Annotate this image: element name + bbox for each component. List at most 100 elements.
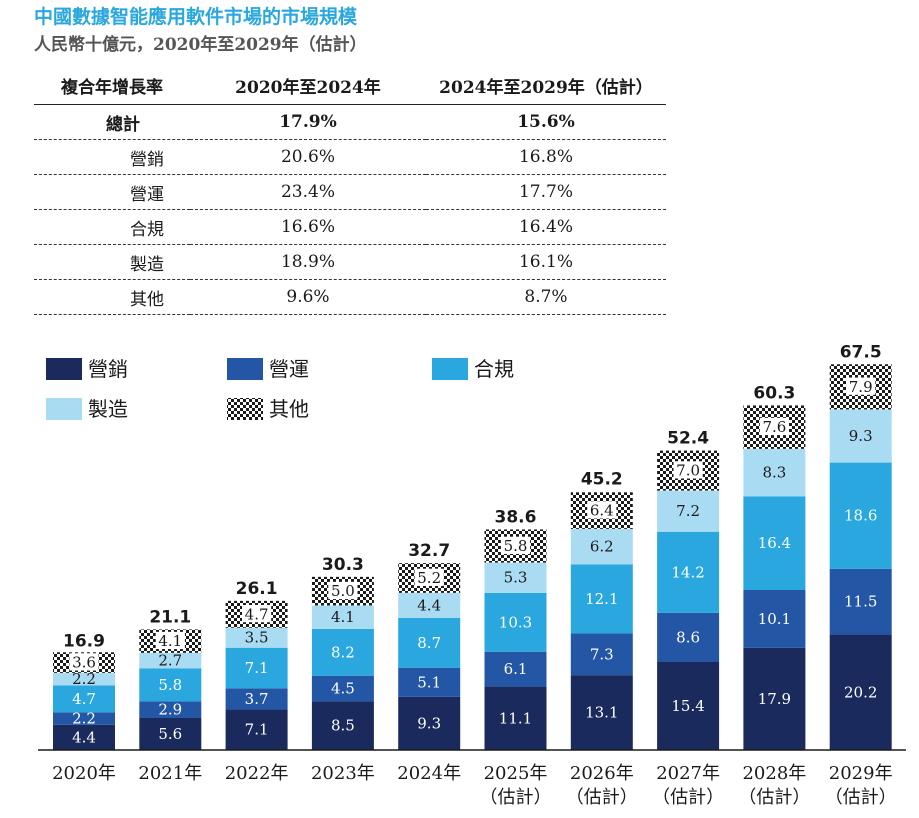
cagr-cell-period-2: 15.6% — [426, 104, 666, 140]
data-label-bg — [759, 417, 789, 436]
x-tick-sublabel: （估計） — [652, 787, 724, 808]
cagr-cell-period-2: 16.4% — [426, 209, 666, 245]
data-label-manufacturing: 2.7 — [158, 652, 182, 670]
bar-segment-operations — [743, 590, 806, 648]
legend-item-compliance: 合規 — [432, 357, 514, 381]
bar-segment-marketing — [570, 675, 633, 750]
cagr-row-compliance: 合規 16.6% 16.4% — [34, 209, 666, 245]
x-tick-label: 2026年 — [570, 763, 634, 784]
cagr-row-operations: 營運 23.4% 17.7% — [34, 174, 666, 210]
data-label-operations: 3.7 — [245, 690, 269, 708]
legend-label-operations: 營運 — [269, 357, 309, 381]
bar-group: 5.6 2.9 5.8 2.7 4.1 21.1 — [139, 607, 202, 750]
bar-segment-compliance — [398, 618, 461, 668]
data-label-bg — [242, 604, 272, 623]
data-label-operations: 5.1 — [417, 673, 441, 691]
cagr-row-total: 總計 17.9% 15.6% — [34, 104, 666, 140]
cagr-cell-period-2: 16.1% — [426, 244, 666, 280]
bar-segment-marketing — [484, 686, 547, 750]
bar-segment-marketing — [53, 724, 115, 750]
total-label: 67.5 — [840, 342, 882, 362]
bar-segment-compliance — [225, 647, 288, 689]
total-label: 16.9 — [63, 631, 105, 651]
x-tick-label: 2027年 — [656, 763, 720, 784]
bar-group: 17.9 10.1 16.4 8.3 7.6 60.3 — [743, 383, 806, 750]
total-label: 32.7 — [408, 541, 450, 561]
data-label-compliance: 8.2 — [331, 643, 355, 661]
bar-group: 15.4 8.6 14.2 7.2 7.0 52.4 — [657, 429, 720, 750]
bar-group: 9.3 5.1 8.7 4.4 5.2 32.7 — [398, 541, 461, 750]
legend-swatch-others — [227, 398, 263, 420]
legend-swatch-compliance — [432, 358, 468, 380]
x-tick-label: 2028年 — [742, 763, 806, 784]
chart-subtitle: 人民幣十億元，2020年至2029年（估計） — [34, 35, 367, 55]
data-label-others: 7.6 — [762, 418, 786, 436]
bar-segment-operations — [829, 568, 892, 635]
bar-segment-manufacturing — [570, 528, 633, 565]
data-label-manufacturing: 8.3 — [762, 464, 786, 482]
bar-segment-operations — [53, 712, 115, 725]
data-label-marketing: 5.6 — [158, 725, 182, 743]
bar-group: 7.1 3.7 7.1 3.5 4.7 26.1 — [225, 579, 288, 750]
data-label-operations: 2.2 — [72, 710, 96, 728]
bar-segment-compliance — [570, 564, 633, 634]
x-tick-sublabel: （估計） — [566, 787, 638, 808]
chart-bars: 4.42.24.72.23.616.95.62.95.82.74.121.17.… — [38, 342, 906, 751]
cagr-cell-period-1: 17.9% — [190, 104, 426, 140]
bar-segment-compliance — [53, 685, 115, 713]
cagr-cell-segment: 製造 — [34, 244, 190, 280]
bar-group: 13.1 7.3 12.1 6.2 6.4 45.2 — [570, 470, 633, 750]
data-label-others: 7.0 — [676, 462, 700, 480]
cagr-row-marketing: 營銷 20.6% 16.8% — [34, 139, 666, 175]
cagr-cell-period-1: 23.4% — [190, 174, 426, 210]
data-label-others: 4.7 — [245, 605, 269, 623]
data-label-others: 7.9 — [849, 378, 873, 396]
bar-segment-manufacturing — [829, 409, 892, 463]
cagr-cell-segment: 營銷 — [34, 139, 190, 175]
data-label-others: 6.4 — [590, 502, 614, 520]
cagr-cell-segment: 其他 — [34, 279, 190, 315]
data-label-marketing: 15.4 — [671, 697, 704, 715]
data-label-bg — [587, 501, 617, 519]
bar-segment-compliance — [139, 668, 202, 702]
data-label-compliance: 14.2 — [671, 563, 704, 581]
data-label-marketing: 17.9 — [758, 690, 791, 708]
chart-title: 中國數據智能應用軟件市場的市場規模 — [34, 6, 358, 28]
bar-segment-operations — [311, 675, 374, 702]
bar-segment-manufacturing — [53, 672, 115, 686]
cagr-row-others: 其他 9.6% 8.7% — [34, 279, 666, 315]
legend-label-compliance: 合規 — [474, 357, 514, 381]
data-label-operations: 4.5 — [331, 680, 355, 698]
x-axis-labels: 2020年 2021年 2022年 2023年 2024年 2025年 （估計） 2026年 （… — [52, 763, 897, 808]
data-label-manufacturing: 2.2 — [72, 670, 96, 688]
cagr-cell-segment: 總計 — [34, 104, 190, 140]
bar-segment-operations — [398, 667, 461, 697]
cagr-header-segment: 複合年增長率 — [34, 66, 190, 105]
bar-segment-compliance — [829, 462, 892, 569]
data-label-operations: 11.5 — [844, 593, 877, 611]
legend-item-operations: 營運 — [227, 357, 309, 381]
data-label-marketing: 13.1 — [585, 704, 618, 722]
bar-segment-compliance — [311, 628, 374, 676]
total-label: 30.3 — [322, 555, 364, 575]
total-label: 21.1 — [149, 607, 191, 627]
x-tick-sublabel: （估計） — [738, 787, 810, 808]
legend-label-marketing: 營銷 — [88, 357, 128, 381]
cagr-cell-segment: 合規 — [34, 209, 190, 245]
bar-segment-operations — [139, 701, 202, 718]
bar-segment-compliance — [484, 592, 547, 652]
data-label-manufacturing: 7.2 — [676, 502, 700, 520]
bar-segment-compliance — [657, 531, 720, 613]
cagr-header-row: 複合年增長率 2020年至2024年 2024年至2029年（估計） — [34, 66, 666, 105]
data-label-compliance: 16.4 — [758, 534, 791, 552]
data-label-manufacturing: 9.3 — [849, 427, 873, 445]
data-label-others: 4.1 — [158, 632, 182, 650]
bar-segment-manufacturing — [484, 562, 547, 593]
legend-label-others: 其他 — [269, 397, 309, 421]
data-label-compliance: 7.1 — [245, 659, 269, 677]
bar-segment-manufacturing — [311, 605, 374, 629]
cagr-cell-period-1: 9.6% — [190, 279, 426, 315]
bar-group: 4.42.24.72.23.616.9 — [53, 631, 115, 750]
data-label-marketing: 8.5 — [331, 717, 355, 735]
